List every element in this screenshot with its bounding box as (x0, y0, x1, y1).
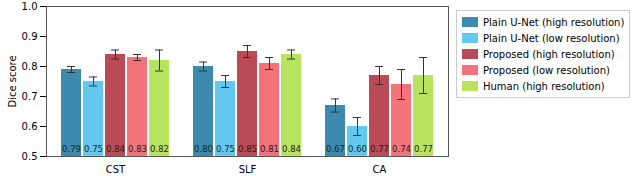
svg-text:0.77: 0.77 (414, 144, 433, 154)
svg-text:0.77: 0.77 (370, 144, 389, 154)
svg-text:Dice score: Dice score (7, 55, 18, 107)
html-text:Plain U-Net (low resolution): Plain U-Net (low resolution) (483, 32, 620, 44)
svg-text:0.74: 0.74 (392, 144, 411, 154)
svg-text:0.79: 0.79 (62, 144, 81, 154)
svg-text:0.85: 0.85 (238, 144, 257, 154)
svg-text:0.82: 0.82 (150, 144, 169, 154)
svg-text:1.0: 1.0 (22, 1, 38, 12)
html-text:Proposed (high resolution): Proposed (high resolution) (483, 48, 615, 60)
html-text:Plain U-Net (high resolution): Plain U-Net (high resolution) (483, 16, 625, 28)
svg-text:0.8: 0.8 (22, 61, 38, 72)
svg-text:0.75: 0.75 (84, 144, 103, 154)
svg-text:0.75: 0.75 (216, 144, 235, 154)
svg-text:CST: CST (106, 164, 126, 175)
html-text:Proposed (low resolution): Proposed (low resolution) (483, 64, 610, 76)
html-text:Human (high resolution): Human (high resolution) (483, 80, 605, 92)
svg-text:0.67: 0.67 (326, 144, 345, 154)
svg-text:0.5: 0.5 (22, 151, 38, 162)
svg-text:0.81: 0.81 (260, 144, 279, 154)
svg-text:0.84: 0.84 (282, 144, 301, 154)
svg-text:0.84: 0.84 (106, 144, 125, 154)
svg-text:CA: CA (373, 164, 387, 175)
svg-text:0.7: 0.7 (22, 91, 38, 102)
svg-text:0.6: 0.6 (22, 121, 38, 132)
svg-text:SLF: SLF (239, 164, 257, 175)
svg-text:0.83: 0.83 (128, 144, 147, 154)
svg-text:0.60: 0.60 (348, 144, 367, 154)
svg-text:0.80: 0.80 (194, 144, 213, 154)
svg-text:0.9: 0.9 (22, 31, 38, 42)
